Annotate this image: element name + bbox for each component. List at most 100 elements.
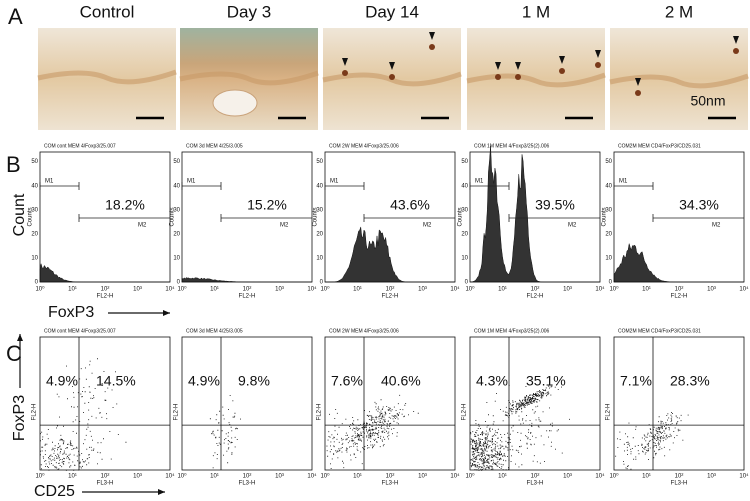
y-tick-label: 30 [605,207,612,213]
x-tick-label: 10⁴ [739,286,749,293]
stained-cell [595,62,601,68]
x-tick-label: 10⁰ [465,473,475,480]
x-tick-label: 10³ [275,287,284,293]
vessel [212,89,258,117]
x-tick-label: 10⁰ [35,286,45,293]
plot-header: COM 1M MEM 4/Foxp3/25(2).006 [474,328,550,334]
gate-label: M1 [187,179,196,185]
x-tick-label: 10² [531,474,540,480]
x-tick-label: 10⁰ [177,473,187,480]
gate-percent: 15.2% [247,197,287,213]
x-tick-label: 10² [675,474,684,480]
gate-m1 [469,182,510,190]
gate-label: M1 [45,179,54,185]
y-tick-label: 50 [173,159,180,165]
x-tick-label: 10³ [563,287,572,293]
x-tick-label: 10² [101,474,110,480]
x-inner-label: FL2-H [239,294,256,300]
x-inner-label: FL3-H [239,481,256,487]
x-tick-label: 10⁴ [165,286,175,293]
y-tick-label: 30 [31,207,38,213]
y-tick-label: 40 [316,183,323,189]
plot-frame [613,336,745,471]
y-axis-label: FoxP3 [11,395,28,441]
column-header: 2 M [665,2,693,21]
gate-label: M1 [475,179,484,185]
plot-frame [324,151,456,283]
x-tick-label: 10⁰ [177,286,187,293]
gate-percent: 39.5% [535,197,575,213]
stained-cell [733,48,739,54]
stained-cell [495,74,501,80]
gate-label: M2 [423,223,432,229]
quadrant-percent: 35.1% [526,373,566,389]
plot-header: COM 2W MEM 4/Foxp3/25.006 [329,143,399,149]
plot-header: COM2M MEM CD4/FoxP3/CD25.031 [618,328,701,334]
x-axis-label: FoxP3 [48,304,94,321]
x-tick-label: 10³ [707,474,716,480]
y-inner-label: Counts [170,207,176,226]
x-tick-label: 10⁰ [465,286,475,293]
x-tick-label: 10¹ [642,474,651,480]
x-tick-label: 10⁰ [320,473,330,480]
y-tick-label: 40 [605,183,612,189]
gate-percent: 18.2% [105,197,145,213]
quadrant-percent: 7.6% [331,373,363,389]
plot-frame [324,336,456,471]
tissue-layer [609,73,749,89]
x-tick-label: 10³ [133,287,142,293]
scale-label: 50nm [690,93,725,109]
y-tick-label: 40 [31,183,38,189]
x-tick-label: 10⁴ [739,473,749,480]
quadrant-percent: 9.8% [238,373,270,389]
gate-label: M1 [330,179,339,185]
quadrant-percent: 28.3% [670,373,710,389]
y-inner-label: FL2-H [32,404,38,421]
histogram [324,226,455,283]
x-tick-label: 10⁰ [320,286,330,293]
arrowhead [733,36,739,44]
gate-m1 [324,182,365,190]
quadrant-percent: 4.9% [46,373,78,389]
y-tick-label: 50 [31,159,38,165]
plot-header: COM 1M MEM 4/Foxp3/25(2).006 [474,143,550,149]
arrowhead [595,50,601,58]
plot-header: COM cont MEM 4/Foxp3/25.007 [44,328,116,334]
stained-cell [559,68,565,74]
x-tick-label: 10² [386,287,395,293]
column-header: Day 14 [365,2,419,21]
histogram [613,243,744,283]
y-inner-label: Counts [602,207,608,226]
gate-m1 [181,182,222,190]
plot-header: COM 3d MEM 4/25/3.005 [186,143,243,149]
x-tick-label: 10⁰ [609,473,619,480]
x-tick-label: 10⁴ [595,286,605,293]
dots [470,383,570,471]
x-tick-label: 10² [531,287,540,293]
x-tick-label: 10² [386,474,395,480]
plot-header: COM 2W MEM 4/Foxp3/25.006 [329,328,399,334]
gate-label: M2 [568,223,577,229]
x-tick-label: 10⁴ [450,473,460,480]
x-tick-label: 10⁰ [35,473,45,480]
y-tick-label: 50 [316,159,323,165]
y-tick-label: 0 [177,280,181,286]
y-axis-label: Count [11,193,28,236]
x-inner-label: FL2-H [382,294,399,300]
y-tick-label: 20 [173,231,180,237]
x-tick-label: 10¹ [68,287,77,293]
column-header: Control [80,2,135,21]
plot-header: COM cont MEM 4/Foxp3/25.007 [44,143,116,149]
y-tick-label: 20 [31,231,38,237]
x-tick-label: 10¹ [353,287,362,293]
quadrant-percent: 14.5% [96,373,136,389]
arrowhead [389,62,395,70]
plot-header: COM2M MEM CD4/FoxP3/CD25.031 [618,143,701,149]
arrow-head [163,310,170,316]
y-tick-label: 10 [605,256,612,262]
x-tick-label: 10¹ [642,287,651,293]
stained-cell [389,74,395,80]
x-inner-label: FL2-H [97,294,114,300]
x-inner-label: FL3-H [382,481,399,487]
